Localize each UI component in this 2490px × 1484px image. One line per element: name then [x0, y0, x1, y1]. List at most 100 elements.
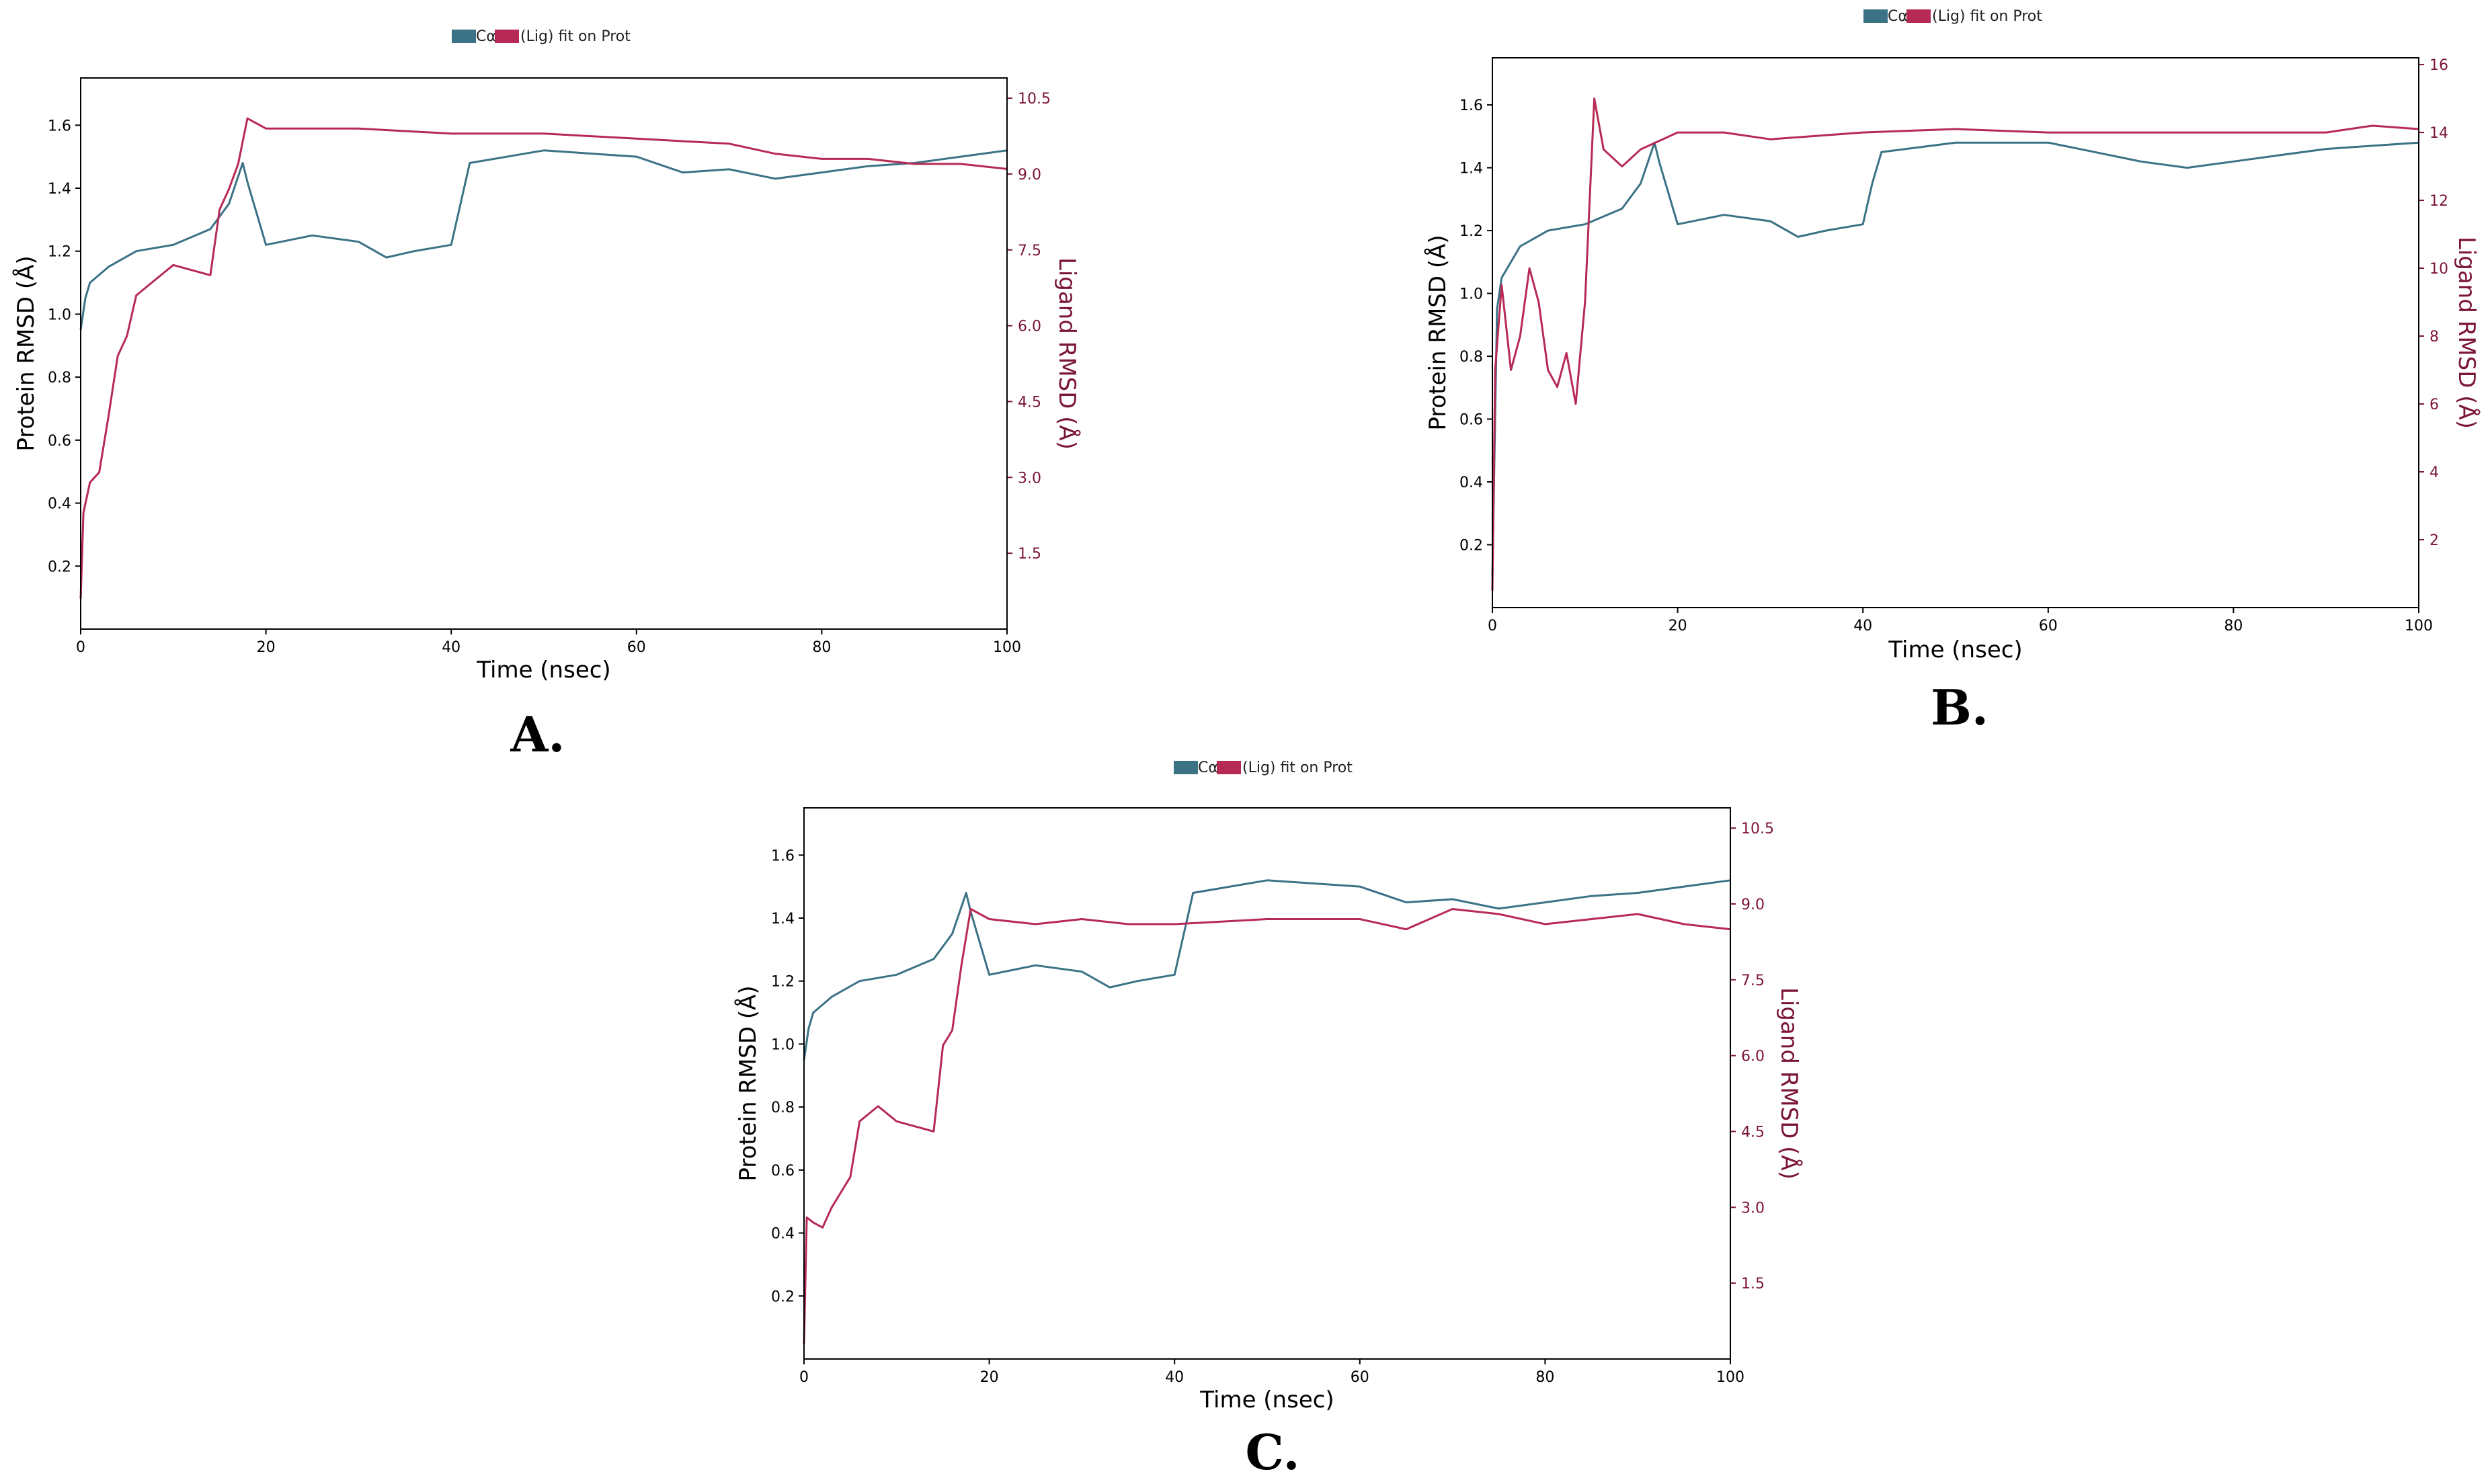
y-axis-title: Protein RMSD (Å): [12, 255, 40, 451]
y-tick-label: 1.4: [48, 181, 71, 198]
x-tick-label: 40: [1165, 1369, 1184, 1386]
y-tick-label: 1.4: [1459, 161, 1483, 177]
x-tick-label: 20: [980, 1369, 999, 1386]
y2-tick-label: 9.0: [1741, 897, 1765, 913]
y-tick-label: 0.4: [1459, 475, 1483, 491]
x-tick-label: 40: [1853, 618, 1872, 634]
plot-area: 0 20 40 60 80 100 0.2 0.4 0.6 0.8 1.0 1.2 1.4 1.6 2 4 6 8…: [1459, 57, 2448, 634]
legend-swatch-ligand: [1217, 761, 1241, 774]
legend-swatch-ligand: [495, 30, 519, 43]
y-tick-label: 0.8: [1459, 349, 1483, 366]
y-tick-label: 0.2: [1459, 538, 1483, 554]
legend: Cα (Lig) fit on Prot: [1174, 759, 1353, 776]
x-tick-label: 20: [1669, 618, 1687, 634]
panel-a: Cα (Lig) fit on Prot 0 20 40 60 80 1000.20.40…: [12, 28, 1081, 763]
y-axis-title: Protein RMSD (Å): [734, 985, 762, 1181]
y-tick-label: 0.6: [771, 1163, 795, 1180]
y-tick-label: 0.6: [48, 433, 71, 450]
y2-tick-label: 3.0: [1018, 470, 1041, 487]
legend-swatch-protein: [1174, 761, 1198, 774]
x-tick-label: 60: [2039, 618, 2058, 634]
y-tick-label: 0.2: [771, 1288, 795, 1305]
y-tick-label: 0.4: [771, 1226, 795, 1243]
legend: Cα (Lig) fit on Prot: [452, 28, 631, 45]
x-tick-label: 100: [2405, 618, 2433, 634]
legend-label-ligand: (Lig) fit on Prot: [1932, 8, 2042, 25]
x-tick-label: 0: [799, 1369, 809, 1386]
series-line-protein: [803, 879, 1731, 1061]
panel-label: B.: [1931, 679, 1989, 736]
y2-tick-label: 16: [2429, 57, 2448, 74]
series-line-ligand: [79, 117, 1008, 599]
y-tick-label: 1.0: [1459, 286, 1483, 303]
y2-tick-label: 8: [2429, 329, 2439, 345]
x-axis-title: Time (nsec): [1888, 636, 2022, 663]
y-tick-label: 1.6: [48, 118, 71, 134]
y2-tick-label: 7.5: [1741, 973, 1765, 989]
legend-swatch-protein: [452, 30, 476, 43]
y-tick-label: 1.6: [771, 848, 795, 864]
panel-label: A.: [510, 706, 565, 763]
y-tick-label: 1.0: [771, 1036, 795, 1053]
x-tick-label: 80: [812, 639, 831, 656]
series-line-protein: [1491, 141, 2419, 577]
plot-frame: [803, 807, 1731, 1360]
x-tick-label: 60: [1351, 1369, 1369, 1386]
plot-area: 0 20 40 60 80 100 0.2 0.4 0.6 0.8 1.0 1.2 1.4 1.6 1.5 3…: [771, 821, 1774, 1386]
y2-tick-label: 6.0: [1018, 319, 1041, 335]
y-tick-label: 1.0: [48, 306, 71, 323]
y-tick-label: 1.2: [771, 974, 795, 991]
y-tick-label: 1.2: [48, 244, 71, 261]
y2-tick-label: 4.5: [1018, 394, 1041, 411]
panel-label: C.: [1245, 1424, 1299, 1481]
y2-tick-label: 2: [2429, 532, 2439, 549]
y-tick-label: 0.2: [48, 559, 71, 575]
x-axis-title: Time (nsec): [476, 657, 610, 684]
plot-area: 0 20 40 60 80 100 0.2 0.4 0.6 0.8 1.0 1.2 1.4 1.6 1.5 3…: [48, 91, 1051, 656]
y2-tick-label: 10: [2429, 261, 2448, 278]
x-axis-title: Time (nsec): [1199, 1387, 1334, 1413]
x-tick-label: 100: [993, 639, 1021, 656]
y-axis-title: Protein RMSD (Å): [1424, 235, 1451, 430]
y2-tick-label: 12: [2429, 193, 2448, 210]
legend: Cα (Lig) fit on Prot: [1863, 8, 2042, 25]
y2-tick-label: 4: [2429, 464, 2439, 481]
y2-tick-label: 9.0: [1018, 167, 1041, 183]
y2-tick-label: 14: [2429, 125, 2448, 142]
x-tick-label: 60: [627, 639, 646, 656]
y2-tick-label: 10.5: [1741, 821, 1774, 837]
y-tick-label: 0.4: [48, 496, 71, 513]
panel-b: Cα (Lig) fit on Prot 0 20 40 60 80 100 0.2 0.4 0…: [1424, 8, 2481, 736]
legend-label-protein: Cα: [476, 28, 496, 45]
x-tick-label: 80: [2224, 618, 2243, 634]
x-tick-label: 0: [1488, 618, 1497, 634]
series-line-ligand: [1491, 97, 2419, 591]
legend-label-ligand: (Lig) fit on Prot: [1242, 759, 1353, 776]
y2-tick-label: 7.5: [1018, 243, 1041, 259]
y2-tick-label: 6: [2429, 397, 2439, 413]
y2-tick-label: 3.0: [1741, 1200, 1765, 1217]
y2-tick-label: 1.5: [1741, 1276, 1765, 1292]
y2-tick-label: 10.5: [1018, 91, 1051, 108]
y2-tick-label: 6.0: [1741, 1048, 1765, 1065]
x-tick-label: 0: [76, 639, 85, 656]
x-tick-label: 20: [257, 639, 276, 656]
y-tick-label: 0.8: [48, 370, 71, 386]
y-tick-label: 1.6: [1459, 97, 1483, 114]
plot-frame: [1492, 57, 2419, 608]
y2-axis-title: Ligand RMSD (Å): [2453, 237, 2481, 429]
y2-tick-label: 4.5: [1741, 1124, 1765, 1141]
legend-label-ligand: (Lig) fit on Prot: [520, 28, 631, 45]
y2-tick-label: 1.5: [1018, 546, 1041, 563]
legend-swatch-protein: [1863, 9, 1888, 23]
plot-frame: [80, 77, 1008, 630]
y-tick-label: 0.6: [1459, 412, 1483, 429]
y2-axis-title: Ligand RMSD (Å): [1775, 987, 1803, 1180]
series-line-ligand: [803, 908, 1731, 1344]
legend-label-protein: Cα: [1198, 759, 1218, 776]
series-line-protein: [79, 149, 1008, 331]
x-tick-label: 100: [1716, 1369, 1744, 1386]
legend-swatch-ligand: [1906, 9, 1931, 23]
x-tick-label: 40: [442, 639, 460, 656]
